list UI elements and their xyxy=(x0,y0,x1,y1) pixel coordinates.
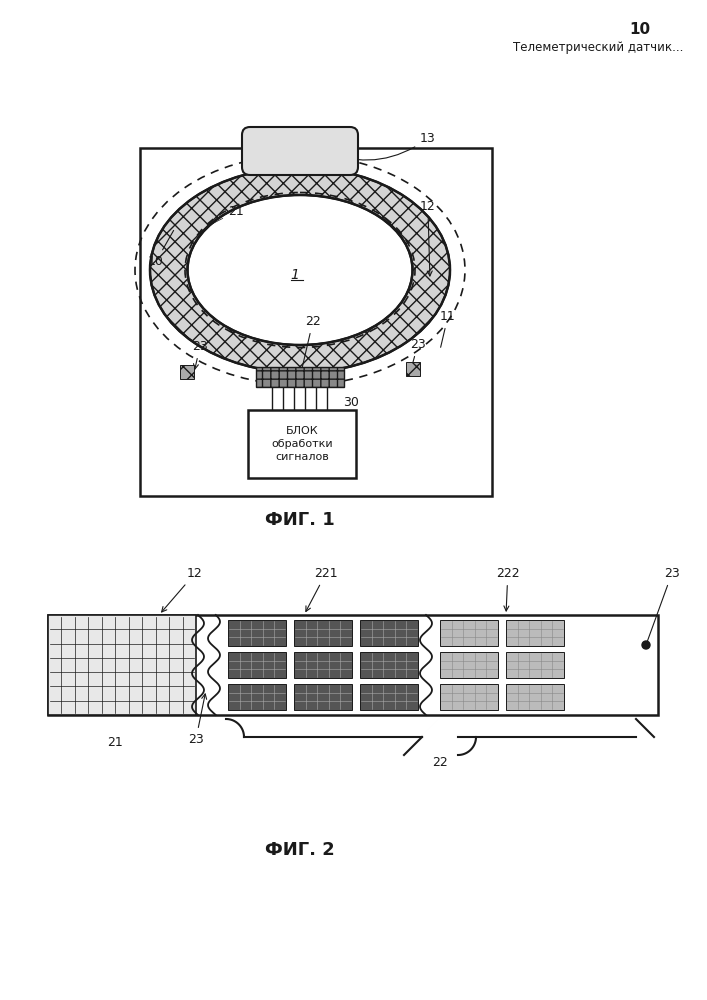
Text: 22: 22 xyxy=(432,756,448,770)
Ellipse shape xyxy=(150,167,450,372)
Bar xyxy=(506,684,564,710)
Text: 23: 23 xyxy=(192,340,208,369)
Bar xyxy=(440,684,498,710)
Ellipse shape xyxy=(187,195,412,345)
Bar xyxy=(228,652,286,678)
Text: 1: 1 xyxy=(291,268,300,282)
Bar xyxy=(506,620,564,646)
Bar xyxy=(180,365,194,379)
Bar xyxy=(48,615,196,715)
Bar xyxy=(406,362,420,376)
Bar xyxy=(250,157,350,171)
Bar xyxy=(294,684,352,710)
Text: 11: 11 xyxy=(440,310,456,347)
Bar xyxy=(360,620,418,646)
Text: 21: 21 xyxy=(213,205,244,224)
Bar xyxy=(228,684,286,710)
Bar xyxy=(294,652,352,678)
Text: Телеметрический датчик...: Телеметрический датчик... xyxy=(513,41,683,54)
Text: 10: 10 xyxy=(629,22,650,37)
Text: 21: 21 xyxy=(107,736,122,750)
Text: 23: 23 xyxy=(410,338,426,369)
Text: ФИГ. 2: ФИГ. 2 xyxy=(265,841,335,859)
Bar xyxy=(440,652,498,678)
Bar xyxy=(294,620,352,646)
Bar xyxy=(440,620,498,646)
Text: 12: 12 xyxy=(420,200,436,276)
Text: 222: 222 xyxy=(496,567,520,611)
Text: ФИГ. 1: ФИГ. 1 xyxy=(265,511,335,529)
Text: 13: 13 xyxy=(320,132,436,160)
Text: БЛОК
обработки
сигналов: БЛОК обработки сигналов xyxy=(271,426,333,462)
Text: 12: 12 xyxy=(162,567,203,612)
Bar xyxy=(48,615,658,715)
Bar xyxy=(506,652,564,678)
Circle shape xyxy=(642,641,650,649)
FancyBboxPatch shape xyxy=(242,127,358,175)
Text: 23: 23 xyxy=(188,694,206,746)
Bar xyxy=(360,684,418,710)
Text: 221: 221 xyxy=(306,567,338,611)
Bar xyxy=(228,620,286,646)
Bar xyxy=(256,367,344,387)
Text: 23: 23 xyxy=(647,567,679,642)
Text: 30: 30 xyxy=(343,395,359,408)
Text: 10: 10 xyxy=(148,230,174,268)
Bar xyxy=(140,148,492,496)
Bar xyxy=(360,652,418,678)
Bar xyxy=(248,410,356,478)
Text: 22: 22 xyxy=(300,315,321,373)
